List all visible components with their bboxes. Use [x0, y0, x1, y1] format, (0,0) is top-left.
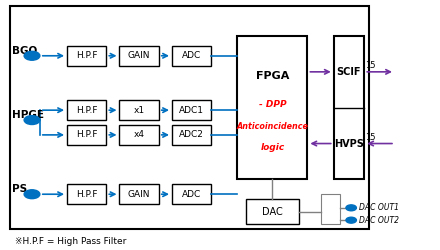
FancyBboxPatch shape: [172, 46, 211, 66]
Text: HPGE: HPGE: [12, 110, 44, 120]
Text: - DPP: - DPP: [259, 100, 286, 109]
Text: H.P.F: H.P.F: [76, 190, 97, 199]
Text: logic: logic: [260, 143, 285, 152]
Circle shape: [24, 51, 40, 60]
FancyBboxPatch shape: [119, 46, 159, 66]
Text: ※H.P.F = High Pass Filter: ※H.P.F = High Pass Filter: [15, 237, 126, 246]
Circle shape: [346, 205, 356, 211]
FancyBboxPatch shape: [119, 125, 159, 145]
Text: H.P.F: H.P.F: [76, 51, 97, 60]
Text: ADC: ADC: [182, 51, 201, 60]
Text: PS: PS: [12, 184, 27, 194]
FancyBboxPatch shape: [67, 100, 106, 120]
Text: ADC: ADC: [182, 190, 201, 199]
Text: x1: x1: [134, 106, 145, 115]
Text: x4: x4: [134, 130, 145, 140]
FancyBboxPatch shape: [67, 184, 106, 204]
FancyBboxPatch shape: [238, 36, 308, 180]
Text: DAC OUT2: DAC OUT2: [359, 216, 399, 225]
FancyBboxPatch shape: [119, 184, 159, 204]
Text: H.P.F: H.P.F: [76, 130, 97, 140]
Text: Anticoincidence: Anticoincidence: [237, 122, 308, 131]
Text: BGO: BGO: [12, 46, 37, 56]
FancyBboxPatch shape: [334, 36, 364, 180]
FancyBboxPatch shape: [119, 100, 159, 120]
Text: ADC2: ADC2: [179, 130, 204, 140]
Circle shape: [24, 190, 40, 199]
Text: FPGA: FPGA: [256, 71, 289, 81]
Text: GAIN: GAIN: [128, 51, 150, 60]
FancyBboxPatch shape: [172, 184, 211, 204]
FancyBboxPatch shape: [172, 125, 211, 145]
Text: H.P.F: H.P.F: [76, 106, 97, 115]
Text: DAC: DAC: [262, 206, 283, 216]
FancyBboxPatch shape: [67, 125, 106, 145]
Text: GAIN: GAIN: [128, 190, 150, 199]
Text: ADC1: ADC1: [179, 106, 204, 115]
Circle shape: [24, 116, 40, 124]
FancyBboxPatch shape: [67, 46, 106, 66]
Text: HVPS: HVPS: [334, 138, 364, 148]
Text: 15: 15: [366, 133, 376, 142]
FancyBboxPatch shape: [172, 100, 211, 120]
FancyBboxPatch shape: [321, 194, 340, 224]
FancyBboxPatch shape: [246, 199, 299, 224]
Text: 15: 15: [366, 61, 376, 70]
FancyBboxPatch shape: [10, 6, 369, 229]
Text: SCIF: SCIF: [337, 67, 361, 77]
Circle shape: [346, 217, 356, 223]
Text: DAC OUT1: DAC OUT1: [359, 203, 399, 212]
